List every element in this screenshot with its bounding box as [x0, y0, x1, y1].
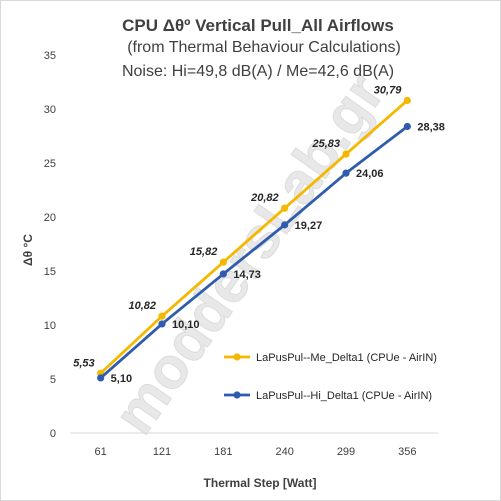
legend-marker: [233, 353, 241, 361]
chart-subtitle: (from Thermal Behaviour Calculations): [127, 39, 401, 56]
data-point: [158, 320, 166, 328]
series-line: [99, 99, 409, 375]
y-tick-label: 35: [44, 50, 56, 62]
data-label: 24,06: [356, 168, 384, 180]
data-point: [219, 258, 227, 266]
x-tick-label: 240: [275, 446, 293, 458]
x-tick-label: 181: [214, 446, 232, 458]
y-tick-labels: 0 5 10 15 20 25 30 35: [44, 50, 56, 440]
x-tick-label: 356: [398, 446, 416, 458]
data-point: [342, 150, 350, 158]
legend: LaPusPul--Me_Delta1 (CPUe - AirIN) LaPusP…: [224, 352, 437, 402]
data-label: 20,82: [250, 192, 279, 204]
y-tick-label: 15: [44, 266, 56, 278]
data-point: [97, 374, 105, 382]
data-label: 10,82: [128, 300, 156, 312]
x-axis-title: Thermal Step [Watt]: [204, 476, 317, 490]
legend-label: LaPusPul--Me_Delta1 (CPUe - AirIN): [256, 352, 437, 364]
data-point: [158, 312, 166, 320]
y-tick-label: 20: [44, 212, 56, 224]
series-group: 5,53 10,82 15,82 20,82 25,83 30,79 5,10 10,10 14…: [73, 84, 445, 384]
legend-marker: [233, 391, 241, 399]
data-label: 28,38: [417, 121, 445, 133]
x-tick-label: 121: [153, 446, 171, 458]
data-label: 15,82: [190, 246, 218, 258]
legend-label: LaPusPul--Hi_Delta1 (CPUe - AirIN): [256, 390, 432, 402]
legend-item: LaPusPul--Hi_Delta1 (CPUe - AirIN): [224, 390, 432, 402]
series-1: 5,53 10,82 15,82 20,82 25,83 30,79: [73, 84, 411, 377]
x-tick-label: 299: [337, 446, 355, 458]
y-tick-label: 10: [44, 320, 56, 332]
x-tick-label: 61: [95, 446, 107, 458]
data-label: 10,10: [172, 319, 200, 331]
data-label: 25,83: [311, 138, 340, 150]
y-tick-label: 25: [44, 158, 56, 170]
data-label: 19,27: [295, 220, 323, 232]
data-point: [281, 204, 289, 212]
data-label: 30,79: [374, 84, 402, 96]
data-label: 5,53: [73, 357, 94, 369]
data-point: [281, 221, 289, 229]
chart-subtitle-noise: Noise: Hi=49,8 dB(A) / Me=42,6 dB(A): [122, 63, 394, 80]
data-point: [342, 169, 350, 177]
data-point: [403, 96, 411, 105]
legend-item: LaPusPul--Me_Delta1 (CPUe - AirIN): [224, 352, 437, 364]
chart-title: CPU Δθº Vertical Pull_All Airflows: [122, 16, 394, 35]
y-tick-label: 30: [44, 104, 56, 116]
data-label: 5,10: [111, 373, 132, 385]
data-point: [219, 270, 227, 278]
data-label: 14,73: [233, 269, 261, 281]
y-axis-title: Δθ °C: [21, 234, 35, 266]
data-point: [403, 122, 411, 131]
y-tick-label: 0: [50, 428, 56, 440]
series-2: 5,10 10,10 14,73 19,27 24,06 28,38: [97, 121, 445, 385]
y-tick-label: 5: [50, 374, 56, 386]
series-line: [99, 125, 409, 380]
x-tick-labels: 61 121 181 240 299 356: [95, 446, 417, 458]
